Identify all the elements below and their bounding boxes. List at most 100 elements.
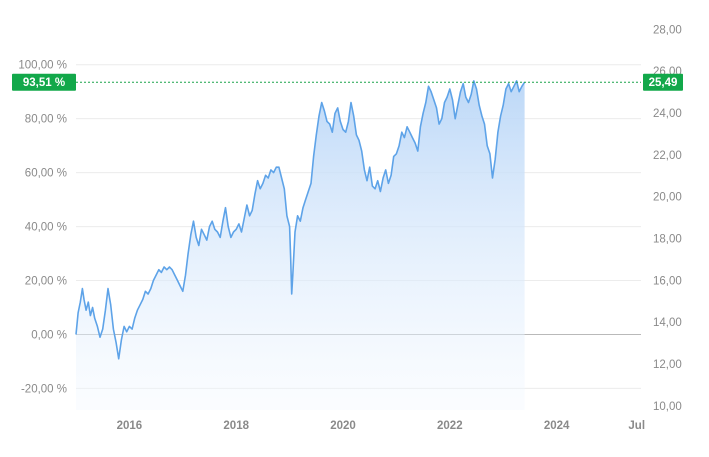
data-point	[345, 132, 346, 133]
y-right-tick-label: 28,00	[653, 24, 682, 36]
data-point	[449, 88, 450, 89]
data-point	[180, 285, 181, 286]
data-point	[292, 275, 293, 276]
data-point	[308, 191, 309, 192]
data-point	[80, 302, 81, 303]
data-point	[503, 105, 504, 106]
data-point	[321, 102, 322, 103]
data-point	[393, 156, 394, 157]
data-point	[356, 134, 357, 135]
data-point	[428, 86, 429, 87]
data-point	[286, 215, 287, 216]
data-point	[257, 180, 258, 181]
data-point	[463, 83, 464, 84]
data-point	[465, 97, 466, 98]
data-point	[281, 177, 282, 178]
data-point	[495, 159, 496, 160]
data-point	[82, 288, 83, 289]
data-point	[172, 269, 173, 270]
data-point	[332, 132, 333, 133]
data-point	[302, 207, 303, 208]
data-point	[417, 150, 418, 151]
data-point	[150, 288, 151, 289]
data-point	[185, 275, 186, 276]
data-point	[358, 140, 359, 141]
y-right-tick-label: 16,00	[653, 275, 682, 287]
data-point	[492, 177, 493, 178]
y-left-tick-label: 60,00 %	[25, 168, 67, 180]
data-point	[166, 269, 167, 270]
data-point	[278, 167, 279, 168]
data-point	[471, 94, 472, 95]
data-point	[294, 231, 295, 232]
data-point	[196, 237, 197, 238]
data-point	[142, 299, 143, 300]
data-point	[505, 88, 506, 89]
y-right-tick-label: 10,00	[653, 401, 682, 413]
data-point	[366, 180, 367, 181]
y-left-tick-label: -20,00 %	[21, 383, 67, 395]
data-point	[420, 126, 421, 127]
data-point	[169, 266, 170, 267]
x-tick-label: 2022	[437, 420, 463, 432]
data-point	[131, 328, 132, 329]
data-point	[489, 153, 490, 154]
series-line	[75, 80, 526, 360]
data-point	[401, 132, 402, 133]
data-point	[198, 245, 199, 246]
data-point	[164, 266, 165, 267]
x-tick-label: 2016	[117, 420, 143, 432]
data-point	[293, 253, 294, 254]
data-point	[444, 102, 445, 103]
data-point	[217, 231, 218, 232]
data-point	[134, 318, 135, 319]
data-point	[233, 231, 234, 232]
data-point	[452, 99, 453, 100]
data-point	[479, 105, 480, 106]
data-point	[476, 88, 477, 89]
data-point	[139, 304, 140, 305]
data-point	[521, 86, 522, 87]
data-point	[516, 80, 517, 81]
data-point	[388, 183, 389, 184]
data-point	[284, 188, 285, 189]
data-point	[156, 275, 157, 276]
data-point	[415, 142, 416, 143]
data-point	[88, 302, 89, 303]
data-point	[409, 132, 410, 133]
data-point	[348, 121, 349, 122]
data-point	[244, 218, 245, 219]
data-point	[318, 115, 319, 116]
data-point	[326, 121, 327, 122]
series-area	[76, 80, 525, 411]
data-point	[252, 210, 253, 211]
data-point	[212, 221, 213, 222]
data-point	[236, 229, 237, 230]
data-point	[396, 153, 397, 154]
data-point	[110, 304, 111, 305]
data-point	[350, 102, 351, 103]
data-point	[75, 334, 76, 335]
data-point	[145, 291, 146, 292]
data-point	[361, 150, 362, 151]
data-point	[300, 221, 301, 222]
data-point	[290, 258, 291, 259]
data-point	[406, 126, 407, 127]
data-point	[439, 123, 440, 124]
data-point	[118, 358, 119, 359]
data-point	[398, 145, 399, 146]
data-point	[500, 115, 501, 116]
data-point	[188, 253, 189, 254]
data-point	[297, 215, 298, 216]
data-point	[385, 169, 386, 170]
y-left-tick-label: 0,00 %	[31, 329, 67, 341]
data-point	[225, 207, 226, 208]
data-point	[310, 183, 311, 184]
data-point	[273, 172, 274, 173]
data-point	[423, 113, 424, 114]
data-point	[190, 234, 191, 235]
data-point	[484, 123, 485, 124]
data-point	[431, 91, 432, 92]
data-point	[174, 275, 175, 276]
data-point	[268, 177, 269, 178]
